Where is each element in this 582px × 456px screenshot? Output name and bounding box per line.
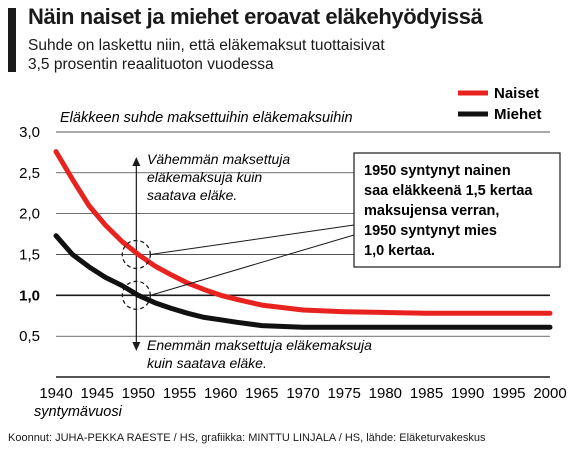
x-tick-label: 1950 — [122, 385, 155, 402]
subtitle-line-1: Suhde on laskettu niin, että eläkemaksut… — [28, 37, 385, 54]
x-tick-label: 1980 — [369, 385, 402, 402]
legend-label-miehet: Miehet — [494, 106, 542, 123]
page-title: Näin naiset ja miehet eroavat eläkehyödy… — [28, 4, 483, 29]
x-tick-label: 1965 — [245, 385, 278, 402]
series-lines — [53, 149, 553, 330]
legend-label-naiset: Naiset — [494, 85, 539, 102]
note-above-line: saatava eläke. — [147, 187, 237, 203]
subtitle-line-2: 3,5 prosentin reaalituoton vuodessa — [28, 56, 274, 73]
x-tick-label: 1990 — [451, 385, 484, 402]
arrow-head-down — [132, 342, 141, 351]
x-tick-label: 2000 — [533, 385, 566, 402]
x-tick-label: 1945 — [80, 385, 113, 402]
source-credit: Koonnut: JUHA-PEKKA RAESTE / HS, grafiik… — [8, 432, 486, 444]
x-tick-label: 1995 — [492, 385, 525, 402]
y-tick-label: 0,5 — [19, 328, 40, 345]
x-tick-label: 1940 — [39, 385, 72, 402]
y-tick-label: 2,0 — [19, 206, 40, 223]
callout-line: 1,0 kertaa. — [364, 243, 435, 259]
page-subtitle: Suhde on laskettu niin, että eläkemaksut… — [28, 36, 568, 74]
tick-labels: 0,5 1,0 1,5 2,0 2,5 3,0 1940 1945 1950 1955 1960 19… — [19, 124, 567, 402]
note-below-line: Enemmän maksettuja eläkemaksuja — [147, 337, 372, 353]
x-axis-label: syntymävuosi — [34, 404, 123, 420]
leader-line-1 — [150, 224, 355, 255]
y-tick-label: 1,0 — [19, 287, 40, 304]
note-above-line: eläkemaksuja kuin — [147, 169, 262, 185]
arrow-head-up — [132, 157, 141, 166]
callout-box: 1950 syntynyt nainen saa eläkkeenä 1,5 ke… — [150, 152, 561, 296]
x-tick-label: 1955 — [163, 385, 196, 402]
callout-line: maksujensa verran, — [364, 203, 499, 219]
x-tick-label: 1985 — [410, 385, 443, 402]
series-line-miehet — [53, 233, 553, 330]
note-above-line: Vähemmän maksettuja — [147, 151, 290, 167]
annotation-notes: Vähemmän maksettuja eläkemaksuja kuin saat… — [147, 151, 372, 371]
note-below-line: kuin saatava eläke. — [147, 355, 267, 371]
leader-line-2 — [150, 234, 355, 296]
legend: Naiset Miehet — [458, 85, 542, 123]
x-tick-label: 1975 — [327, 385, 360, 402]
y-axis-label: Eläkkeen suhde maksettuihin eläkemaksuih… — [60, 110, 353, 126]
callout-line: saa eläkkeenä 1,5 kertaa — [364, 183, 533, 199]
series-line-naiset — [53, 149, 553, 316]
y-tick-label: 2,5 — [19, 165, 40, 182]
callout-line: 1950 syntynyt mies — [364, 223, 497, 239]
y-tick-label: 3,0 — [19, 124, 40, 141]
y-tick-label: 1,5 — [19, 247, 40, 264]
title-bar-accent — [8, 8, 16, 72]
callout-line: 1950 syntynyt nainen — [364, 163, 511, 179]
callout-frame — [353, 152, 561, 268]
x-tick-label: 1960 — [204, 385, 237, 402]
x-tick-label: 1970 — [286, 385, 319, 402]
